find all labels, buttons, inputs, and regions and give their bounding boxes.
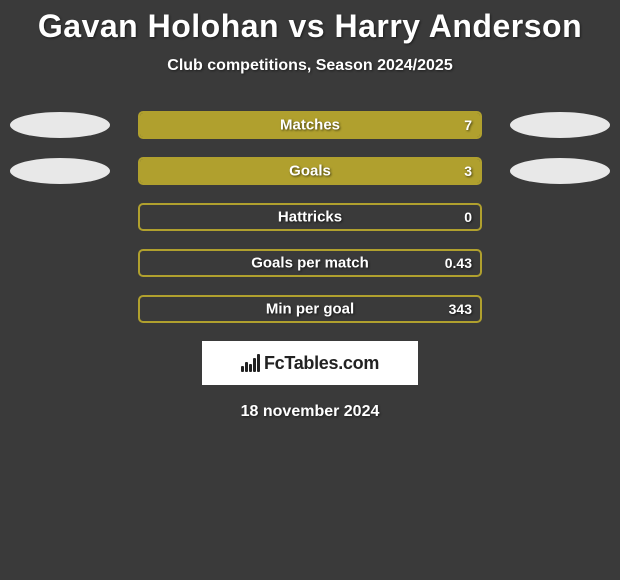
stat-value: 0.43 xyxy=(445,255,472,271)
stat-label: Matches xyxy=(280,117,340,134)
stat-bar: Matches 7 xyxy=(138,111,482,139)
stat-label: Min per goal xyxy=(266,301,354,318)
player-left-marker xyxy=(10,112,110,138)
date-label: 18 november 2024 xyxy=(0,403,620,421)
stat-label: Hattricks xyxy=(278,209,342,226)
stat-bar: Min per goal 343 xyxy=(138,295,482,323)
stat-label: Goals per match xyxy=(251,255,369,272)
stat-value: 7 xyxy=(464,117,472,133)
stat-row: Goals 3 xyxy=(0,157,620,185)
comparison-chart: Matches 7 Goals 3 Hattricks 0 Goals per match 0… xyxy=(0,111,620,323)
stat-row: Goals per match 0.43 xyxy=(0,249,620,277)
brand-text: FcTables.com xyxy=(264,353,379,374)
stat-bar: Hattricks 0 xyxy=(138,203,482,231)
bar-chart-icon xyxy=(241,354,260,372)
stat-value: 0 xyxy=(464,209,472,225)
stat-row: Matches 7 xyxy=(0,111,620,139)
stat-value: 3 xyxy=(464,163,472,179)
player-right-marker xyxy=(510,112,610,138)
player-right-marker xyxy=(510,158,610,184)
stat-bar: Goals per match 0.43 xyxy=(138,249,482,277)
brand-badge: FcTables.com xyxy=(202,341,418,385)
subtitle: Club competitions, Season 2024/2025 xyxy=(0,57,620,75)
page-title: Gavan Holohan vs Harry Anderson xyxy=(0,0,620,45)
stat-row: Min per goal 343 xyxy=(0,295,620,323)
stat-bar: Goals 3 xyxy=(138,157,482,185)
player-left-marker xyxy=(10,158,110,184)
stat-row: Hattricks 0 xyxy=(0,203,620,231)
stat-value: 343 xyxy=(449,301,472,317)
stat-label: Goals xyxy=(289,163,331,180)
